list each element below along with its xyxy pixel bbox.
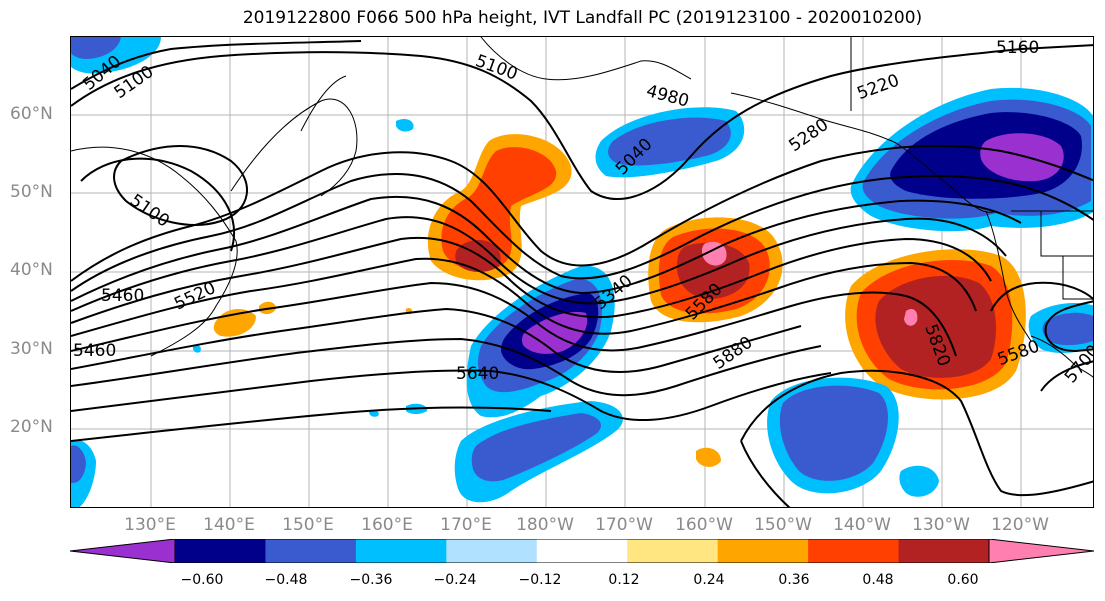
colorbar-tick: 0.12 (608, 572, 640, 588)
colorbar-segment (717, 539, 809, 563)
contour-label: 5220 (854, 71, 901, 105)
lon-label-170e: 170°E (440, 515, 492, 535)
contour-label: 5640 (456, 364, 499, 384)
colorbar-tick: 0.48 (862, 572, 894, 588)
lon-label-150w: 150°W (754, 515, 812, 535)
lon-label-130e: 130°E (124, 515, 176, 535)
contour-label: 5460 (101, 286, 144, 306)
lon-label-170w: 170°W (595, 515, 653, 535)
lon-label-140e: 140°E (203, 515, 255, 535)
negative-anomaly-fields (71, 37, 1093, 507)
contour-label: 5100 (473, 51, 520, 85)
colorbar-tick: −0.60 (180, 572, 224, 588)
colorbar-segments (70, 539, 1094, 563)
contour-label: 5280 (785, 115, 832, 156)
lon-label-150e: 150°E (282, 515, 334, 535)
colorbar-segment (446, 539, 538, 563)
lon-label-120w: 120°W (991, 515, 1049, 535)
colorbar-tick: −0.24 (433, 572, 477, 588)
lon-label-140w: 140°W (833, 515, 891, 535)
colorbar-segment (70, 539, 175, 563)
colorbar-segment (265, 539, 357, 563)
contour-label: 4980 (644, 81, 691, 112)
colorbar-segment (808, 539, 900, 563)
colorbar-tick: −0.12 (518, 572, 562, 588)
contour-label: 5100 (126, 190, 173, 231)
colorbar-segment (536, 539, 628, 563)
colorbar-tick: 0.60 (947, 572, 979, 588)
colorbar-outline (174, 539, 990, 563)
positive-anomaly-fields (213, 134, 1026, 467)
colorbar-segment (989, 539, 1094, 563)
lat-label-40n: 40°N (10, 260, 53, 280)
colorbar-segment (627, 539, 719, 563)
colorbar-segment (898, 539, 990, 563)
contour-label: 5460 (73, 341, 116, 361)
lat-label-20n: 20°N (10, 417, 53, 437)
colorbar-tick: 0.36 (778, 572, 810, 588)
height-contours (71, 40, 1093, 507)
contour-label: 5520 (171, 278, 219, 314)
map-panel: 5040 5100 5100 4980 5160 5220 5040 5280 … (70, 36, 1094, 508)
contour-label: 5160 (996, 38, 1039, 58)
lon-label-180w: 180°W (516, 515, 574, 535)
lat-label-50n: 50°N (10, 182, 53, 202)
colorbar (70, 539, 1094, 563)
colorbar-tick: −0.36 (349, 572, 393, 588)
colorbar-tick: 0.24 (693, 572, 725, 588)
lon-label-160e: 160°E (361, 515, 413, 535)
lon-label-160w: 160°W (675, 515, 733, 535)
colorbar-segment (355, 539, 447, 563)
colorbar-segment (175, 539, 266, 563)
lat-label-60n: 60°N (10, 104, 53, 124)
colorbar-tick: −0.48 (264, 572, 308, 588)
lat-label-30n: 30°N (10, 339, 53, 359)
map-title: 2019122800 F066 500 hPa height, IVT Land… (242, 8, 923, 28)
lon-label-130w: 130°W (912, 515, 970, 535)
map-canvas: 5040 5100 5100 4980 5160 5220 5040 5280 … (71, 37, 1093, 507)
